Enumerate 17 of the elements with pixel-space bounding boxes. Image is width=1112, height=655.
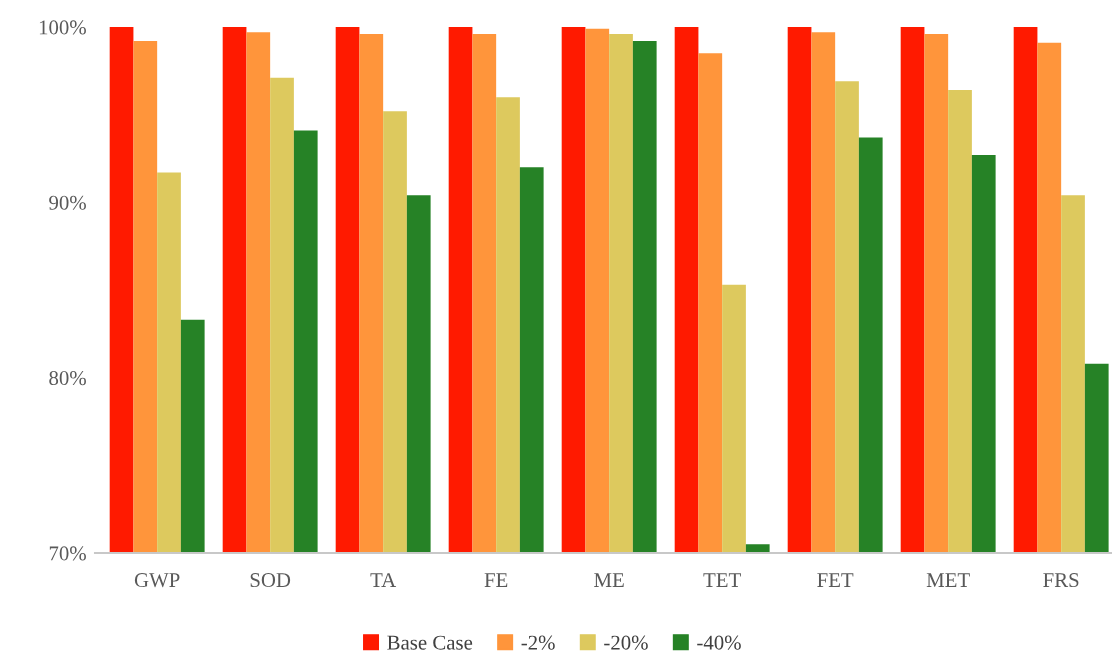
y-tick-label: 70% xyxy=(49,546,86,561)
legend-label: Base Case xyxy=(387,635,473,650)
x-tick-label: ME xyxy=(594,573,624,587)
legend-label: -2% xyxy=(521,635,555,650)
x-tick-label: FE xyxy=(484,573,508,587)
x-tick-label: TA xyxy=(370,573,397,587)
x-tick-label: MET xyxy=(926,573,970,587)
legend-label: -20% xyxy=(604,635,648,650)
x-tick-label: FET xyxy=(817,573,854,587)
legend-label: -40% xyxy=(697,635,741,650)
x-tick-label: FRS xyxy=(1043,573,1079,588)
y-tick-label: 80% xyxy=(49,371,86,386)
y-tick-label: 90% xyxy=(49,195,86,210)
x-tick-label: SOD xyxy=(250,573,291,588)
x-tick-label: GWP xyxy=(134,573,180,588)
y-tick-label: 100% xyxy=(39,20,86,35)
x-tick-label: TET xyxy=(703,573,741,587)
